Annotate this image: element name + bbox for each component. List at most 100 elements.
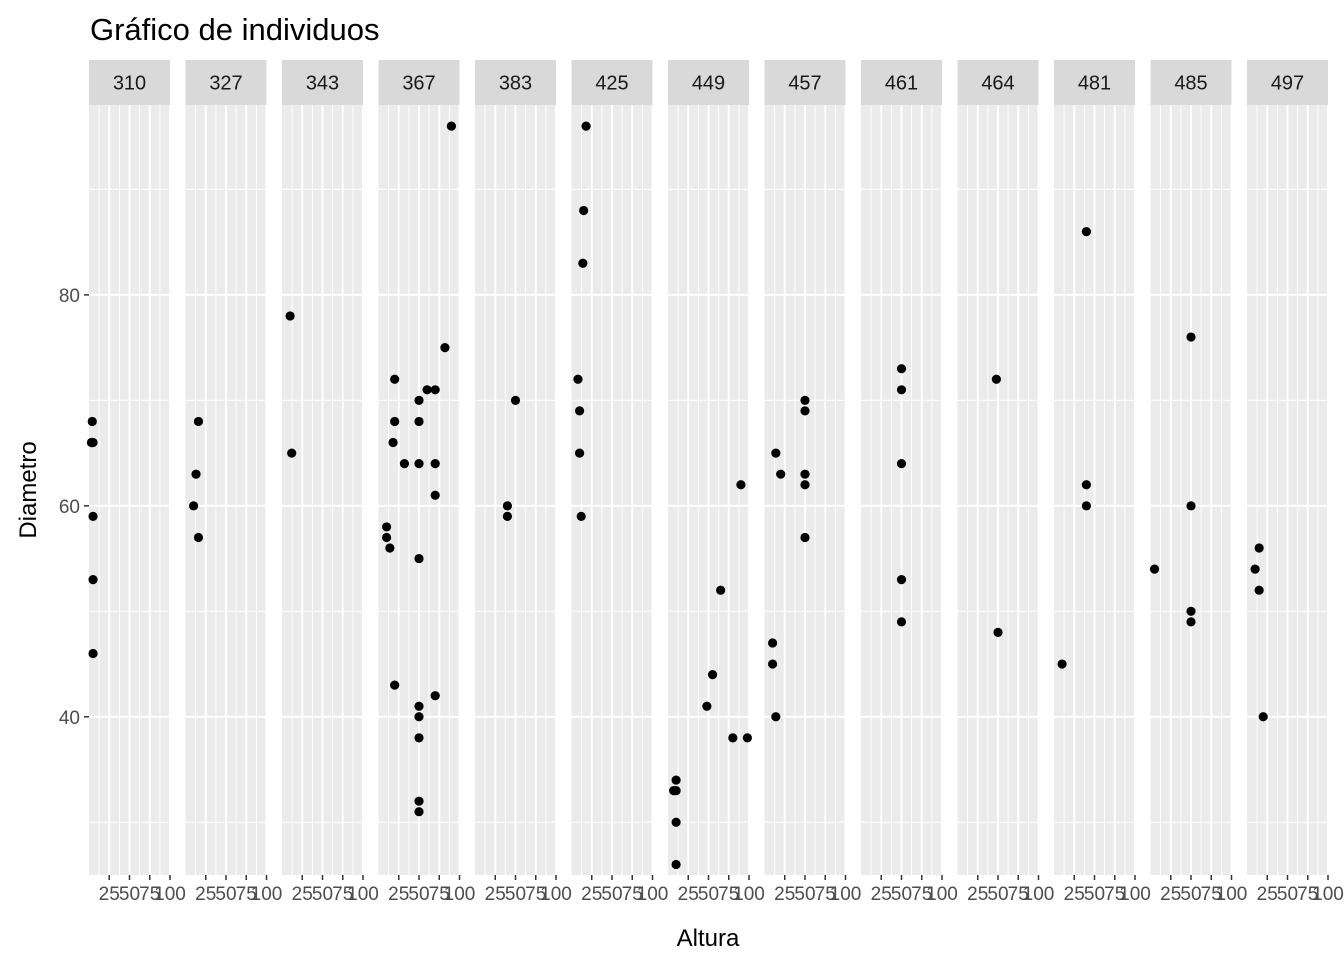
- data-point: [189, 501, 199, 511]
- x-tick-label: 25: [774, 884, 795, 905]
- data-point: [800, 469, 810, 479]
- data-point: [430, 459, 440, 469]
- x-tick-label: 100: [444, 884, 476, 905]
- data-point: [896, 364, 907, 374]
- data-point: [414, 807, 424, 817]
- data-point: [440, 343, 450, 353]
- x-tick-label: 50: [891, 884, 912, 905]
- data-point: [800, 406, 810, 416]
- y-tick-label: 80: [59, 286, 80, 307]
- data-point: [896, 575, 907, 585]
- data-point: [702, 701, 712, 711]
- facet-strip: [1247, 60, 1328, 105]
- facet-strip-label: 457: [788, 73, 821, 95]
- data-point: [716, 585, 726, 595]
- x-tick-label: 25: [292, 884, 313, 905]
- data-point: [671, 817, 681, 827]
- data-point: [1081, 226, 1091, 237]
- data-point: [1186, 501, 1196, 511]
- data-point: [502, 511, 512, 521]
- x-tick-label: 50: [505, 884, 526, 905]
- data-point: [575, 406, 585, 416]
- data-point: [414, 553, 424, 564]
- data-point: [414, 796, 424, 806]
- x-tick-label: 75: [429, 884, 450, 905]
- data-point: [896, 385, 907, 395]
- data-point: [390, 416, 400, 427]
- facet-strip-label: 461: [885, 73, 918, 95]
- x-tick-label: 50: [119, 884, 140, 905]
- x-tick-label: 100: [1216, 884, 1248, 905]
- data-point: [1254, 585, 1264, 595]
- data-point: [768, 638, 778, 648]
- data-point: [573, 374, 583, 384]
- x-tick-label: 100: [251, 884, 283, 905]
- data-point: [193, 532, 204, 543]
- data-point: [728, 733, 738, 743]
- data-point: [382, 532, 392, 543]
- x-tick-label: 100: [1312, 884, 1344, 905]
- data-point: [502, 501, 512, 511]
- facet-strip: [1150, 60, 1232, 105]
- data-point: [896, 617, 907, 627]
- data-point: [768, 659, 778, 669]
- x-tick-label: 50: [601, 884, 622, 905]
- data-point: [446, 121, 456, 131]
- x-tick-label: 75: [139, 884, 160, 905]
- data-point: [707, 669, 718, 680]
- x-tick-label: 100: [1119, 884, 1151, 905]
- data-point: [671, 859, 681, 870]
- x-tick-label: 75: [911, 884, 932, 905]
- facet-strip-label: 497: [1271, 73, 1304, 95]
- data-point: [1250, 564, 1260, 574]
- data-point: [510, 395, 521, 405]
- x-tick-label: 75: [1297, 884, 1318, 905]
- facet-strip: [571, 60, 653, 105]
- facet-strip: [957, 60, 1039, 105]
- facet-strip: [282, 60, 363, 105]
- x-tick-label: 50: [1277, 884, 1298, 905]
- data-point: [414, 701, 424, 711]
- facet-strip: [861, 60, 942, 105]
- data-point: [414, 459, 424, 469]
- data-point: [1186, 606, 1196, 616]
- x-tick-label: 100: [1023, 884, 1055, 905]
- x-tick-label: 100: [637, 884, 669, 905]
- data-point: [382, 522, 392, 532]
- x-tick-label: 25: [967, 884, 988, 905]
- facet-strip-label: 343: [306, 73, 339, 95]
- data-point: [193, 416, 204, 427]
- data-point: [414, 733, 424, 743]
- facet-strip-label: 310: [113, 73, 146, 95]
- data-point: [1186, 617, 1196, 627]
- facet-strip-label: 383: [499, 73, 532, 95]
- data-point: [1081, 501, 1091, 511]
- data-point: [414, 395, 424, 405]
- x-tick-label: 25: [388, 884, 409, 905]
- data-point: [399, 459, 410, 469]
- data-point: [88, 648, 98, 659]
- x-tick-label: 50: [1084, 884, 1105, 905]
- x-tick-label: 75: [1008, 884, 1029, 905]
- data-point: [671, 775, 681, 785]
- facet-strip-label: 464: [981, 73, 1014, 95]
- x-tick-label: 25: [1257, 884, 1278, 905]
- x-tick-label: 50: [408, 884, 429, 905]
- data-point: [422, 385, 432, 395]
- data-point: [575, 448, 585, 458]
- data-point: [1186, 332, 1196, 342]
- facet-strip: [185, 60, 267, 105]
- facet-strip-label: 485: [1174, 73, 1207, 95]
- x-tick-label: 25: [678, 884, 699, 905]
- chart-title: Gráfico de individuos: [90, 12, 380, 47]
- x-tick-label: 100: [540, 884, 572, 905]
- facet-strip-label: 425: [595, 73, 628, 95]
- data-point: [578, 258, 588, 268]
